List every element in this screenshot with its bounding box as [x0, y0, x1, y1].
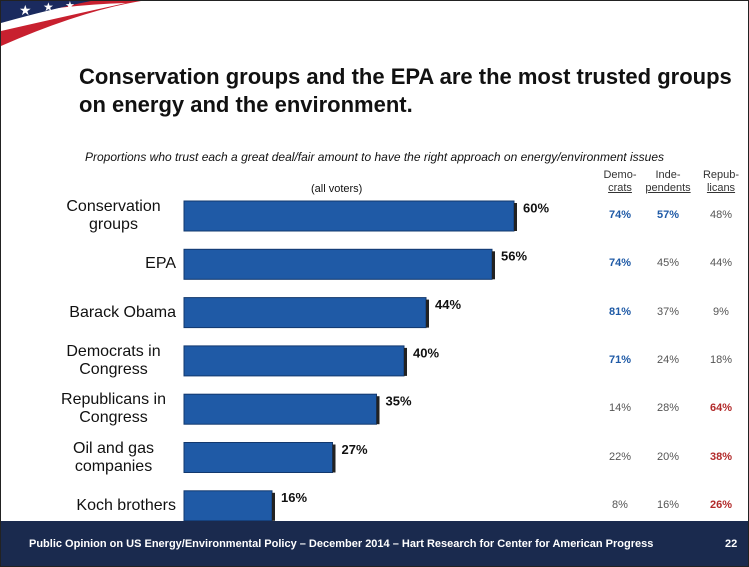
category-text: Democrats in Congress [66, 342, 161, 378]
chart-title: Conservation groups and the EPA are the … [79, 64, 732, 117]
breakdown-cell: 8% [612, 498, 628, 511]
category-label: Republicans in Congress [1, 391, 176, 427]
bar [183, 345, 405, 377]
svg-text:★: ★ [65, 1, 75, 12]
column-header: pendents [645, 182, 691, 194]
value-label: 27% [342, 442, 368, 457]
category-text: EPA [145, 255, 176, 273]
column-header: Inde- [655, 169, 681, 181]
breakdown-cell: 9% [713, 305, 729, 318]
bar [183, 490, 273, 521]
breakdown-cell: 22% [608, 450, 632, 463]
breakdown-cell: 71% [608, 353, 632, 366]
category-label: EPA [1, 255, 176, 273]
bar-shadow [332, 444, 336, 473]
page-number: 22 [725, 538, 738, 550]
breakdown-cell: 48% [709, 209, 733, 221]
breakdown-cell: 37% [656, 305, 680, 318]
breakdown-cell: 81% [608, 305, 632, 318]
breakdown-cell: 57% [656, 209, 680, 221]
breakdown-cell: 18% [709, 353, 733, 366]
breakdown-cell: 16% [656, 498, 680, 511]
column-header: crats [608, 182, 632, 194]
column-header: Repub- [702, 169, 740, 181]
category-text: Koch brothers [76, 496, 176, 514]
breakdown-cell: 74% [608, 257, 632, 270]
value-label: 16% [281, 490, 307, 505]
breakdown-cell: 38% [709, 450, 733, 463]
footer-band [1, 521, 748, 566]
bar-shadow [272, 492, 275, 521]
category-label: Conservation groups [1, 198, 176, 234]
flag-decoration: ★ ★ ★ [1, 1, 141, 46]
value-label: 44% [435, 297, 461, 312]
value-label: 60% [523, 200, 549, 215]
bar-shadow [514, 203, 517, 231]
category-text: Barack Obama [69, 303, 176, 321]
value-label: 56% [501, 249, 527, 264]
subtitle: Proportions who trust each a great deal/… [84, 150, 664, 164]
breakdown-cell: 20% [656, 450, 680, 463]
footer-text: Public Opinion on US Energy/Environmenta… [29, 538, 654, 550]
bar [183, 393, 377, 425]
bar [183, 200, 515, 232]
bar-shadow [376, 396, 380, 425]
bar-shadow [492, 251, 495, 280]
breakdown-cell: 28% [656, 402, 680, 415]
category-text: Republicans in Congress [61, 391, 166, 427]
category-label: Koch brothers [1, 497, 176, 515]
value-label: 40% [413, 345, 439, 360]
column-header: licans [706, 182, 736, 194]
category-label: Oil and gas companies [1, 440, 176, 476]
category-text: Conservation groups [66, 198, 161, 233]
plot: 60% 56% 44% 40% 35% 27% 16% [183, 200, 549, 521]
category-label: Democrats in Congress [1, 343, 176, 379]
breakdown-cell: 44% [709, 257, 733, 270]
category-label: Barack Obama [1, 304, 176, 322]
bar [183, 442, 333, 473]
breakdown-cell: 45% [656, 257, 680, 270]
breakdown-cell: 14% [608, 402, 632, 415]
breakdown-cell: 26% [709, 498, 733, 511]
category-text: Oil and gas companies [73, 439, 154, 475]
column-header: Demo- [603, 169, 637, 181]
breakdown-cell: 74% [608, 209, 632, 221]
breakdown-cell: 64% [709, 402, 733, 415]
bar [183, 297, 427, 329]
bar [183, 248, 493, 280]
series-note: (all voters) [311, 183, 363, 195]
bar-shadow [404, 347, 407, 376]
value-label: 35% [386, 394, 412, 409]
svg-text:★: ★ [19, 2, 32, 18]
breakdown-cell: 24% [656, 353, 680, 366]
bar-shadow [426, 299, 429, 328]
svg-text:★: ★ [43, 1, 54, 14]
